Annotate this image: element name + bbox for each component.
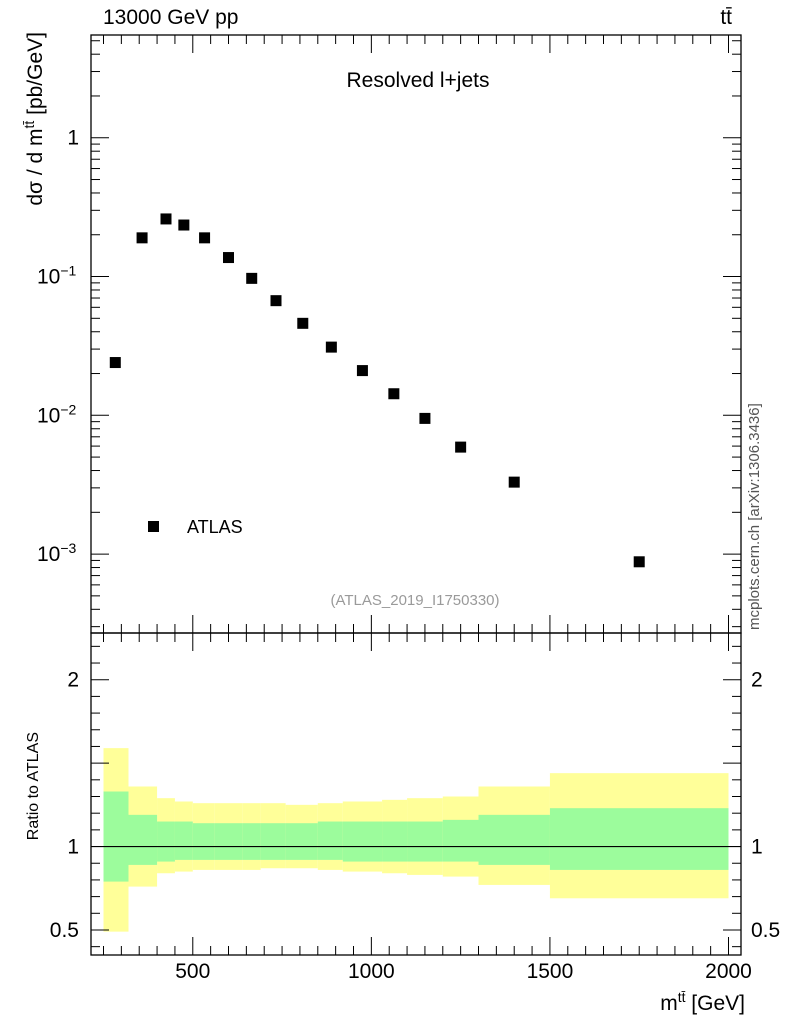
data-point xyxy=(199,232,211,244)
ratio-y-tick-label-right: 1 xyxy=(751,836,763,859)
ratio-band-inner xyxy=(174,821,193,860)
main-y-axis-label-sup: tt̄ xyxy=(21,121,37,129)
y-tick-label-base: 10 xyxy=(37,266,60,289)
legend-marker xyxy=(148,521,159,532)
x-axis-label-sup: tt̄ xyxy=(678,989,686,1005)
data-point xyxy=(356,365,368,377)
ratio-band-inner xyxy=(285,823,318,860)
side-credit: mcplots.cern.ch [arXiv:1306.3436] xyxy=(746,403,763,630)
data-point xyxy=(246,272,258,284)
ratio-y-axis-label: Ratio to ATLAS xyxy=(25,732,42,840)
data-point xyxy=(160,213,172,225)
y-tick-label: 10−3 xyxy=(37,540,77,566)
main-frame xyxy=(90,34,742,634)
y-tick-label-base: 10 xyxy=(37,543,60,566)
ratio-band-inner xyxy=(103,791,129,882)
ratio-y-tick-label-right: 0.5 xyxy=(751,919,780,942)
legend-label: ATLAS xyxy=(187,517,243,537)
data-point xyxy=(419,412,431,424)
y-tick-label-base: 10 xyxy=(37,404,60,427)
ratio-y-tick-label-right: 2 xyxy=(751,669,763,692)
data-point xyxy=(325,341,337,353)
x-tick-label: 2000 xyxy=(705,960,752,983)
ratio-band-inner xyxy=(192,823,215,860)
y-tick-label: 1 xyxy=(67,127,79,150)
y-tick-label: 10−2 xyxy=(37,401,77,427)
x-axis-label: mtt̄ [GeV] xyxy=(660,989,745,1015)
x-tick-label: 500 xyxy=(175,960,210,983)
ratio-band-inner xyxy=(260,823,286,860)
data-point xyxy=(508,476,520,488)
ratio-band-inner xyxy=(382,821,408,862)
x-axis-label-unit: [GeV] xyxy=(685,992,745,1015)
data-point xyxy=(136,232,148,244)
ratio-band-inner xyxy=(128,814,158,865)
data-point xyxy=(388,388,400,400)
analysis-id: (ATLAS_2019_I1750330) xyxy=(330,592,499,609)
ratio-band-inner xyxy=(242,823,261,860)
y-tick-label-exponent: −1 xyxy=(60,263,76,279)
ratio-frame xyxy=(90,632,742,956)
ratio-band-inner xyxy=(478,814,550,865)
ratio-band-inner xyxy=(549,808,729,870)
ratio-band-inner xyxy=(342,821,383,862)
ratio-y-tick-label-left: 1 xyxy=(67,836,79,859)
main-y-axis-label-unit: [pb/GeV] xyxy=(24,32,47,121)
x-tick-label: 1000 xyxy=(348,960,395,983)
ratio-band-inner xyxy=(442,819,479,862)
data-point xyxy=(223,252,234,264)
process-label: tt̄ xyxy=(720,6,732,29)
data-point xyxy=(633,556,645,568)
x-tick-label: 1500 xyxy=(527,960,574,983)
ratio-y-tick-label-left: 2 xyxy=(67,669,79,692)
panel-title: Resolved l+jets xyxy=(347,69,490,92)
data-point xyxy=(178,219,190,231)
data-point xyxy=(455,441,467,453)
energy-label: 13000 GeV pp xyxy=(103,6,239,29)
y-tick-label-exponent: −2 xyxy=(60,401,76,417)
ratio-band-inner xyxy=(214,823,243,860)
data-point xyxy=(270,295,282,307)
x-axis-label-text: m xyxy=(660,992,678,1015)
main-y-axis-label: dσ / d mtt̄ [pb/GeV] xyxy=(21,32,47,206)
data-point xyxy=(297,317,309,329)
ratio-band-inner xyxy=(407,821,443,862)
ratio-band-inner xyxy=(317,821,343,860)
ratio-y-tick-label-left: 0.5 xyxy=(50,919,79,942)
y-tick-label-exponent: −3 xyxy=(60,540,76,556)
ratio-band-inner xyxy=(157,821,175,862)
data-point xyxy=(109,357,121,369)
y-tick-label: 10−1 xyxy=(37,263,77,289)
main-y-axis-label-text: dσ / d m xyxy=(24,129,47,206)
